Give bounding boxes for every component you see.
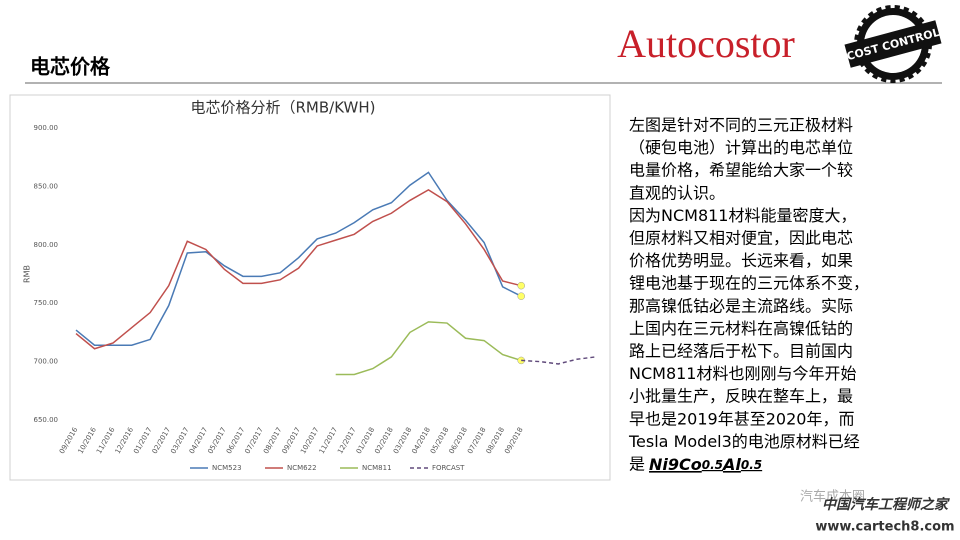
formula-part: 0.5 [702, 458, 723, 472]
formula: Ni9Co0.5Al0.5 [649, 455, 762, 474]
legend-label: NCM523 [212, 464, 242, 472]
end-marker [517, 281, 525, 290]
formula-part: Co [679, 455, 702, 474]
formula-part: Ni9 [649, 455, 679, 474]
description-line: 电量价格，希望能给大家一个较 [629, 161, 853, 180]
y-tick-label: 650.00 [34, 416, 59, 424]
series-line [75, 171, 522, 346]
y-tick-label: 700.00 [34, 358, 59, 366]
watermark-url: www.cartech8.com [815, 520, 954, 535]
end-marker [517, 292, 525, 300]
y-axis-label: RMB [23, 265, 32, 283]
description-line: 但原材料又相对便宜，因此电芯 [629, 229, 853, 248]
description-line: NCM811材料也刚刚与今年开始 [629, 364, 857, 383]
watermark-account: 汽车成本圈 [800, 489, 865, 505]
series-line [521, 356, 596, 365]
logo-badge: COST CONTROL [844, 5, 942, 83]
legend-label: NCM622 [287, 464, 317, 472]
y-tick-label: 900.00 [34, 124, 59, 132]
chart-frame [9, 94, 611, 481]
legend-label: NCM811 [362, 464, 392, 472]
logo-text: Autocostor [617, 21, 795, 66]
formula-part: Al [721, 455, 741, 474]
description-line: 上国内在三元材料在高镍低钴的 [629, 319, 853, 338]
description-line: 是 [629, 455, 645, 474]
series-line [335, 321, 522, 376]
description-line: 早也是2019年甚至2020年，而 [629, 409, 854, 428]
description-line: （硬包电池）计算出的电芯单位 [629, 138, 853, 157]
description-line: Tesla Model3的电池原材料已经 [628, 432, 860, 451]
header-title: 电芯价格 [30, 55, 111, 79]
description-line: 左图是针对不同的三元正极材料 [629, 116, 853, 135]
description-line: 因为NCM811材料能量密度大， [629, 206, 857, 225]
legend-label: FORCAST [432, 464, 465, 472]
description-line: 路上已经落后于松下。目前国内 [629, 342, 853, 361]
chart-title: 电芯价格分析（RMB/KWH) [191, 99, 376, 117]
description-line: 锂电池基于现在的三元体系不变， [629, 274, 869, 293]
description: 左图是针对不同的三元正极材料 （硬包电池）计算出的电芯单位电量价格，希望能给大家一… [628, 116, 869, 474]
y-tick-label: 800.00 [34, 241, 59, 249]
description-line: 价格优势明显。长远来看，如果 [629, 251, 853, 270]
watermark-site: 中国汽车工程师之家 [822, 496, 950, 513]
description-line: 那高镍低钴必是主流路线。实际 [629, 296, 853, 315]
y-tick-label: 850.00 [34, 182, 59, 190]
y-tick-label: 750.00 [34, 299, 59, 307]
description-line: 小批量生产，反映在整车上，最 [629, 387, 853, 406]
series-line [75, 189, 522, 350]
description-line: 直观的认识。 [629, 183, 725, 202]
formula-part: 0.5 [741, 458, 762, 472]
badge-band [844, 20, 942, 68]
